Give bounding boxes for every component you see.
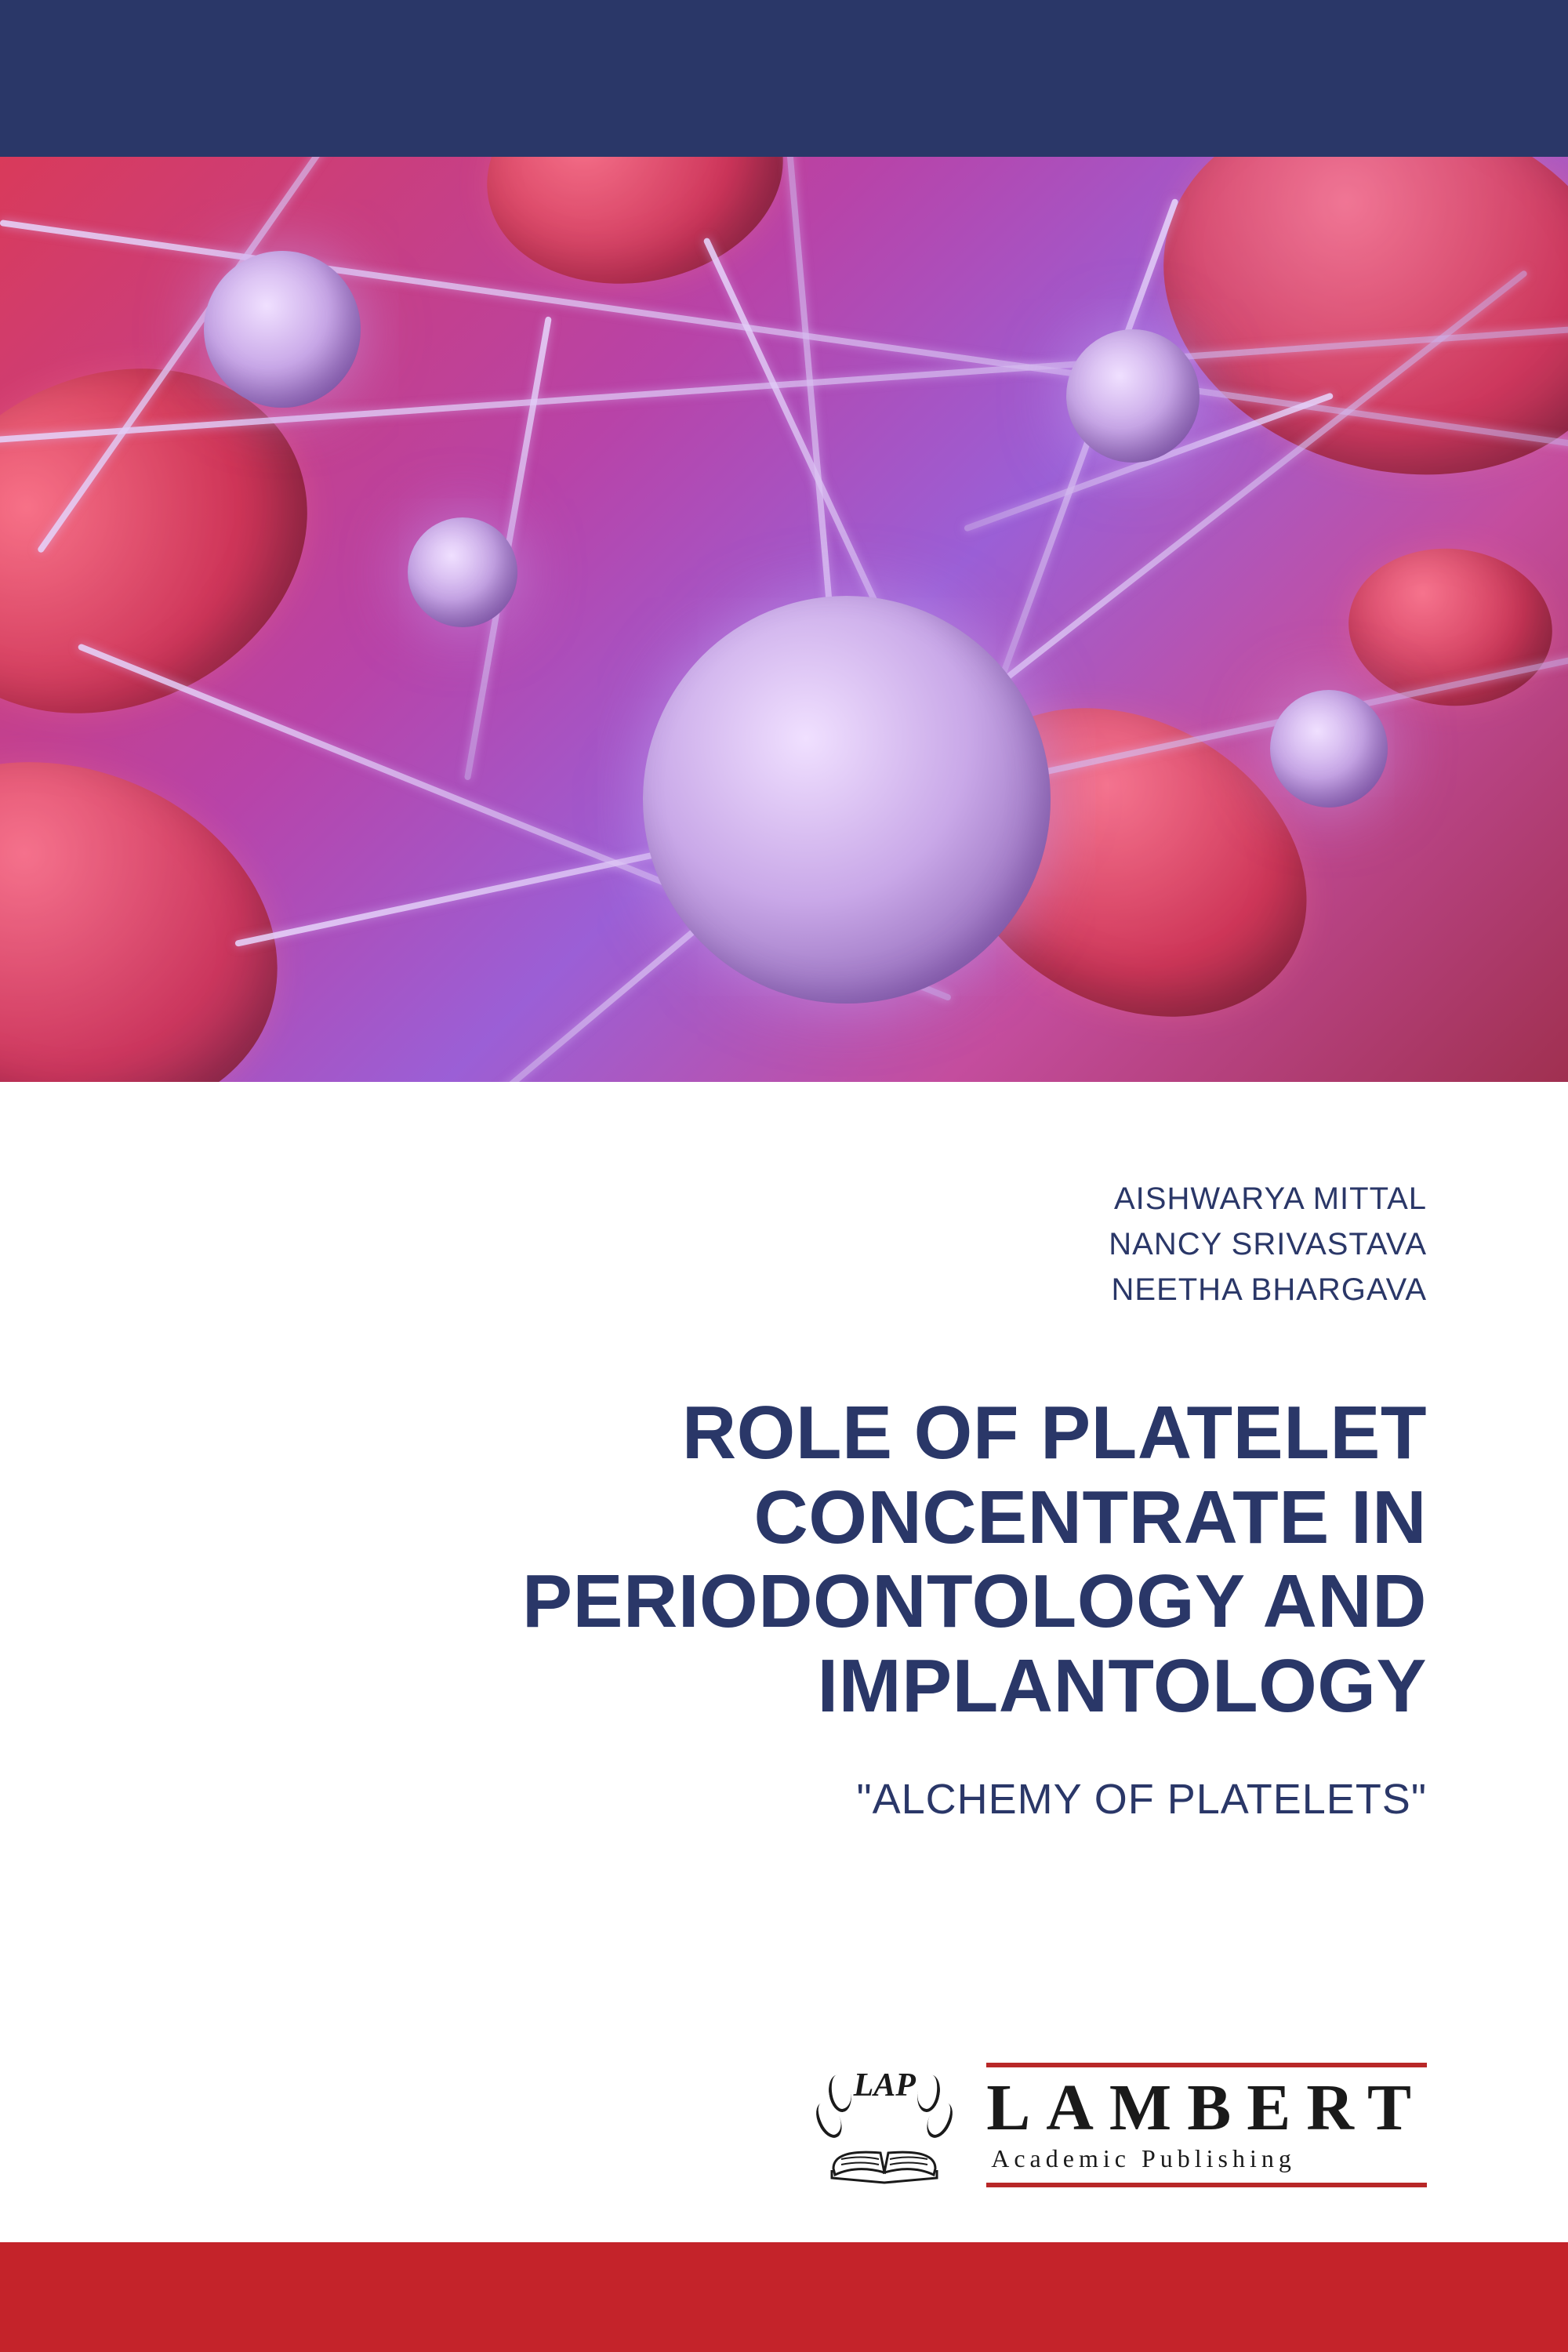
platelet-body: [643, 596, 1051, 1004]
author-name: NEETHA BHARGAVA: [141, 1267, 1427, 1312]
publisher-tagline: Academic Publishing: [986, 2144, 1427, 2173]
top-navy-bar: [0, 0, 1568, 157]
platelet-body: [1270, 690, 1388, 808]
open-book-icon: [826, 2129, 943, 2184]
author-name: NANCY SRIVASTAVA: [141, 1221, 1427, 1267]
platelet-body: [204, 251, 361, 408]
red-blood-cell: [1122, 157, 1568, 525]
lap-badge-text: LAP: [854, 2067, 916, 2104]
book-title: ROLE OF PLATELET CONCENTRATE IN PERIODON…: [141, 1391, 1427, 1728]
publisher-name-block: LAMBERT Academic Publishing: [986, 2063, 1427, 2187]
author-name: AISHWARYA MITTAL: [141, 1176, 1427, 1221]
cover-artwork: [0, 157, 1568, 1082]
cover-text-block: AISHWARYA MITTAL NANCY SRIVASTAVA NEETHA…: [0, 1082, 1568, 1824]
platelet-body: [408, 517, 517, 627]
platelet-body: [1066, 329, 1200, 463]
red-blood-cell: [470, 157, 801, 307]
lap-badge: LAP: [806, 2067, 963, 2184]
book-subtitle: "ALCHEMY OF PLATELETS": [141, 1775, 1427, 1824]
publisher-logo: LAP LAMBERT Academic Publishing: [806, 2063, 1427, 2187]
author-list: AISHWARYA MITTAL NANCY SRIVASTAVA NEETHA…: [141, 1176, 1427, 1312]
red-blood-cell: [0, 704, 328, 1082]
publisher-main: LAMBERT: [986, 2077, 1427, 2140]
bottom-red-bar: [0, 2242, 1568, 2352]
